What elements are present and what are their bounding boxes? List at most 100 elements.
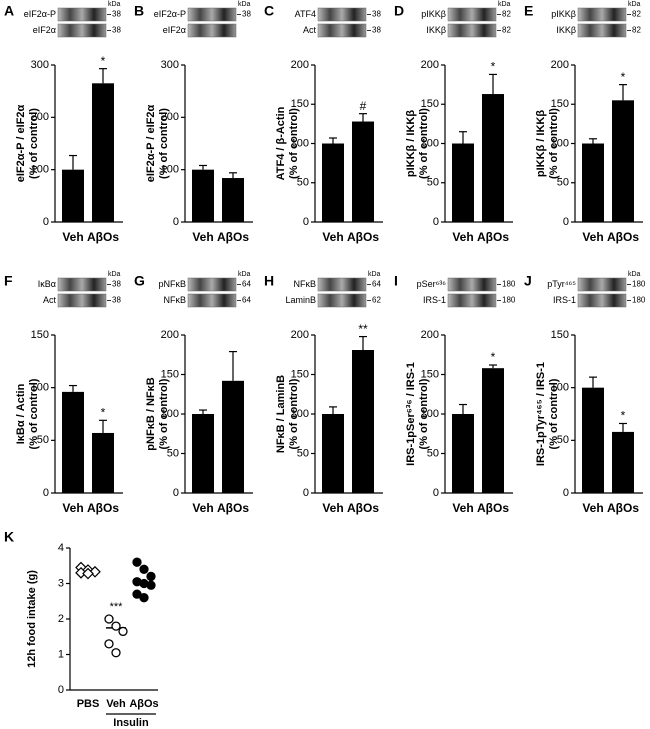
annotation: * xyxy=(621,409,626,423)
point xyxy=(132,557,142,567)
blot-label: NFκB xyxy=(294,279,317,289)
bar xyxy=(192,169,214,222)
panel-letter: I xyxy=(394,273,398,289)
blot-band xyxy=(187,277,237,292)
error-bar xyxy=(459,403,467,414)
bar xyxy=(62,391,84,493)
error-bar xyxy=(99,68,107,84)
x-tick-label: Veh xyxy=(106,698,126,710)
point xyxy=(82,567,94,580)
y-tick-label: 100 xyxy=(31,164,49,176)
error-bar xyxy=(589,138,597,144)
error-bar xyxy=(329,406,337,414)
blot-label: IKKβ xyxy=(556,25,576,35)
panel-letter: F xyxy=(4,273,13,289)
blot-marker: 180 xyxy=(502,280,516,289)
y-axis-label: (% of control) xyxy=(548,378,560,449)
bar xyxy=(482,94,504,222)
y-tick-label: 200 xyxy=(161,329,179,341)
y-axis-label: (% of control) xyxy=(28,378,40,449)
y-tick-label: 150 xyxy=(421,368,439,380)
annotation: # xyxy=(360,99,367,113)
bar xyxy=(322,414,344,493)
annotation: * xyxy=(101,54,106,68)
x-tick-label: AβOs xyxy=(217,501,249,515)
blot-band xyxy=(447,23,497,38)
blot-marker: 64 xyxy=(372,280,381,289)
blot-label: eIF2α xyxy=(163,25,186,35)
y-tick-label: 4 xyxy=(58,542,64,554)
x-tick-label: AβOs xyxy=(607,501,639,515)
x-tick-label: AβOs xyxy=(347,230,379,244)
error-bar xyxy=(69,384,77,392)
x-tick-label: AβOs xyxy=(217,230,249,244)
blot-label: eIF2α-P xyxy=(24,9,56,19)
panel-letter: D xyxy=(394,3,404,19)
y-axis-label: eIF2α-P / eIF2α xyxy=(145,105,157,183)
blot-band xyxy=(447,277,497,292)
blot-label: IKKβ xyxy=(426,25,446,35)
blot-unit: kDa xyxy=(238,1,251,8)
point xyxy=(104,639,114,649)
error-bar xyxy=(489,364,497,369)
y-tick-label: 0 xyxy=(173,487,179,499)
point xyxy=(118,626,128,637)
blot-marker: 64 xyxy=(242,296,251,305)
blot-marker: 82 xyxy=(632,10,641,19)
y-tick-label: 150 xyxy=(31,329,49,341)
blot-label: Act xyxy=(303,25,317,35)
y-tick-label: 50 xyxy=(37,434,49,446)
point xyxy=(139,593,149,603)
bar xyxy=(582,387,604,493)
group-label: Insulin xyxy=(113,717,149,729)
point xyxy=(75,567,87,579)
error-bar xyxy=(329,137,337,144)
x-tick-label: AβOs xyxy=(129,698,158,710)
bar xyxy=(482,368,504,493)
blot-marker: 62 xyxy=(372,296,381,305)
x-tick-label: Veh xyxy=(452,501,473,515)
y-tick-label: 3 xyxy=(58,577,64,589)
point xyxy=(139,564,149,574)
y-tick-label: 300 xyxy=(31,59,49,71)
blot-band xyxy=(57,23,107,38)
blot-band xyxy=(317,293,367,308)
blot-label: NFκB xyxy=(164,295,187,305)
y-axis-label: (% of control) xyxy=(288,108,300,179)
bar xyxy=(582,143,604,222)
point xyxy=(111,648,121,658)
point xyxy=(146,580,156,590)
y-tick-label: 0 xyxy=(303,216,309,228)
blot-label: eIF2α xyxy=(33,25,56,35)
blot-label: pSer⁶³⁶ xyxy=(417,279,447,289)
y-axis-label: IκBα / Actin xyxy=(15,383,27,444)
blot-band xyxy=(577,277,627,292)
blot-marker: 82 xyxy=(502,10,511,19)
y-tick-label: 50 xyxy=(557,434,569,446)
y-tick-label: 50 xyxy=(427,177,439,189)
annotation: ** xyxy=(358,322,368,336)
blot-label: Act xyxy=(43,295,57,305)
blot-label: IRS-1 xyxy=(423,295,446,305)
error-bar xyxy=(619,422,627,432)
y-tick-label: 0 xyxy=(173,216,179,228)
error-bar xyxy=(199,164,207,170)
blot-marker: 38 xyxy=(372,26,381,35)
y-tick-label: 0 xyxy=(43,216,49,228)
error-bar xyxy=(359,113,367,122)
x-tick-label: PBS xyxy=(77,698,100,710)
annotation: * xyxy=(621,70,626,84)
blot-marker: 38 xyxy=(112,296,121,305)
blot-band xyxy=(57,277,107,292)
y-tick-label: 0 xyxy=(563,216,569,228)
blot-label: LaminB xyxy=(285,295,316,305)
error-bar xyxy=(489,73,497,95)
blot-marker: 180 xyxy=(632,280,646,289)
error-bar xyxy=(359,335,367,351)
blot-band xyxy=(577,293,627,308)
bar xyxy=(192,414,214,493)
x-tick-label: AβOs xyxy=(477,501,509,515)
y-axis-label: NFκB / LaminB xyxy=(275,375,287,453)
x-tick-label: AβOs xyxy=(87,230,119,244)
y-tick-label: 50 xyxy=(427,447,439,459)
